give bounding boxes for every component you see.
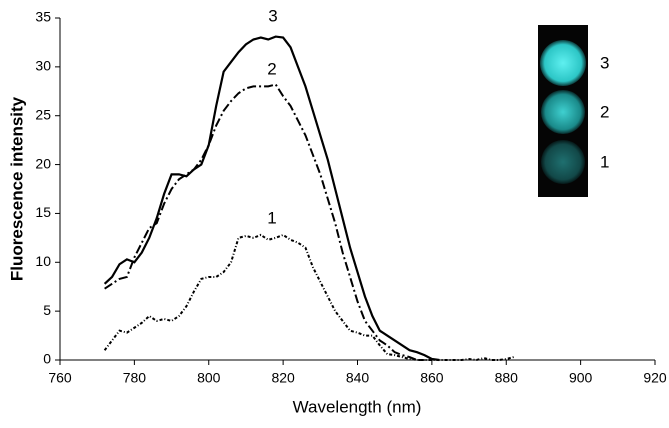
x-tick-label: 760 bbox=[48, 370, 72, 386]
series-line bbox=[103, 233, 514, 362]
x-tick-label: 880 bbox=[495, 370, 519, 386]
inset-label: 1 bbox=[600, 152, 609, 171]
y-tick-label: 20 bbox=[35, 155, 51, 171]
curve-label: 1 bbox=[267, 208, 276, 227]
y-tick-label: 0 bbox=[43, 351, 51, 367]
inset-image bbox=[538, 25, 588, 197]
x-tick-label: 820 bbox=[271, 370, 295, 386]
well-3 bbox=[540, 40, 586, 86]
y-tick-label: 30 bbox=[35, 58, 51, 74]
series-line bbox=[103, 35, 440, 362]
x-tick-label: 920 bbox=[643, 370, 667, 386]
y-tick-label: 35 bbox=[35, 9, 51, 25]
y-tick-label: 15 bbox=[35, 204, 51, 220]
series-line bbox=[104, 83, 425, 361]
x-tick-label: 780 bbox=[123, 370, 147, 386]
inset-label: 3 bbox=[600, 53, 609, 72]
x-tick-label: 840 bbox=[346, 370, 370, 386]
x-tick-label: 860 bbox=[420, 370, 444, 386]
y-tick-label: 5 bbox=[43, 302, 51, 318]
x-tick-label: 900 bbox=[569, 370, 593, 386]
well-2 bbox=[541, 90, 585, 134]
y-tick-label: 10 bbox=[35, 253, 51, 269]
x-axis-title: Wavelength (nm) bbox=[293, 397, 422, 416]
curve-label: 2 bbox=[267, 59, 276, 78]
y-tick-label: 25 bbox=[35, 106, 51, 122]
y-axis-title: Fluorescence intensity bbox=[7, 96, 26, 281]
curve-label: 3 bbox=[268, 6, 277, 25]
well-1 bbox=[541, 140, 585, 184]
inset-label: 2 bbox=[600, 102, 609, 121]
x-tick-label: 800 bbox=[197, 370, 221, 386]
